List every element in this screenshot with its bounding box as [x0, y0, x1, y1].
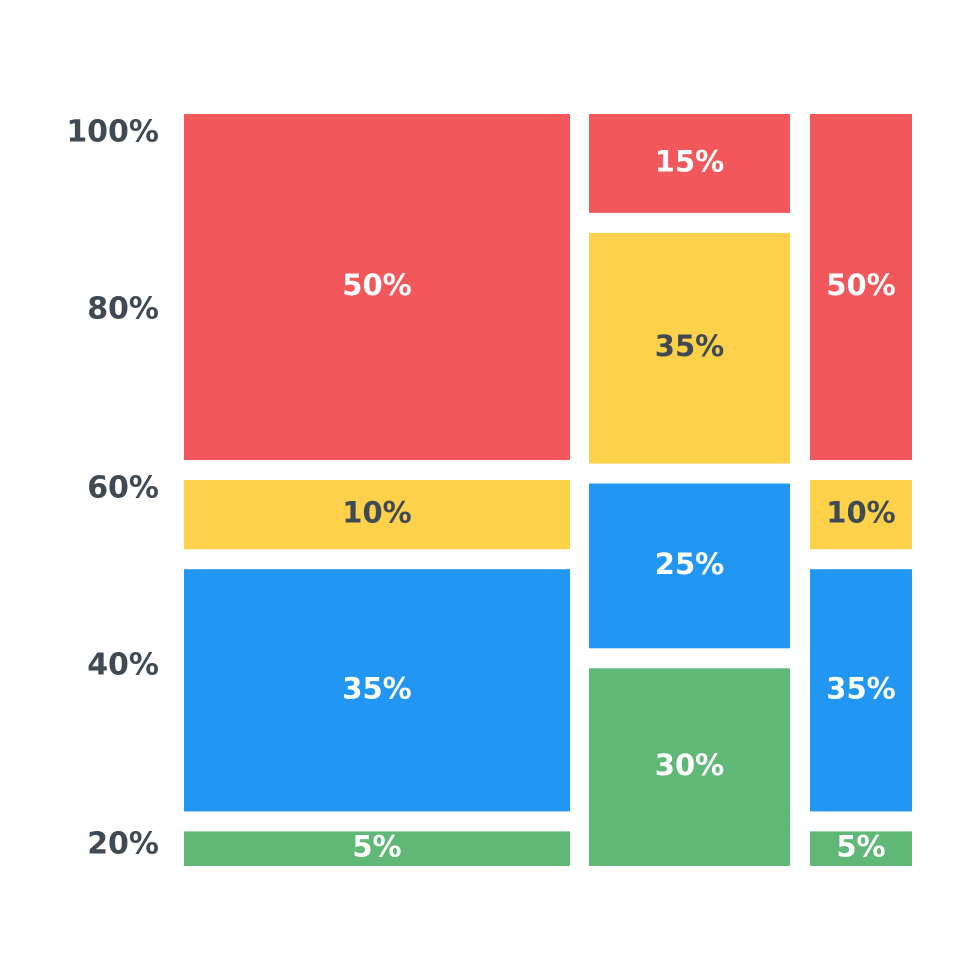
mosaic-cell-label: 10%: [826, 496, 895, 530]
y-tick-label: 40%: [87, 648, 159, 683]
mosaic-cell-blue: [589, 483, 790, 649]
mosaic-cell-yellow: [810, 480, 912, 550]
mosaic-cell-green: [810, 831, 912, 866]
mosaic-cell-yellow: [589, 232, 790, 464]
mosaic-cell-label: 5%: [836, 830, 885, 864]
mosaic-cell-label: 35%: [342, 671, 411, 705]
mosaic-cell-red: [810, 114, 912, 460]
mosaic-cell-green: [589, 668, 790, 866]
y-tick-label: 20%: [87, 827, 159, 862]
mosaic-cell-label: 35%: [826, 671, 895, 705]
mosaic-cell-red: [589, 114, 790, 213]
y-tick-label: 80%: [87, 292, 159, 327]
mosaic-cell-label: 50%: [342, 268, 411, 302]
mosaic-cell-red: [184, 114, 570, 460]
mosaic-cell-label: 50%: [826, 268, 895, 302]
mosaic-cell-blue: [184, 569, 570, 812]
y-tick-label: 100%: [66, 115, 159, 150]
mosaic-cell-green: [184, 831, 570, 866]
mosaic-cell-label: 10%: [342, 496, 411, 530]
mosaic-cell-blue: [810, 569, 912, 812]
mosaic-cell-label: 35%: [655, 329, 724, 363]
mosaic-cell-label: 30%: [655, 748, 724, 782]
mosaic-cell-yellow: [184, 480, 570, 550]
mosaic-cell-label: 15%: [655, 144, 724, 178]
y-tick-label: 60%: [87, 471, 159, 506]
mosaic-cell-label: 5%: [352, 830, 401, 864]
mosaic-cell-label: 25%: [655, 547, 724, 581]
